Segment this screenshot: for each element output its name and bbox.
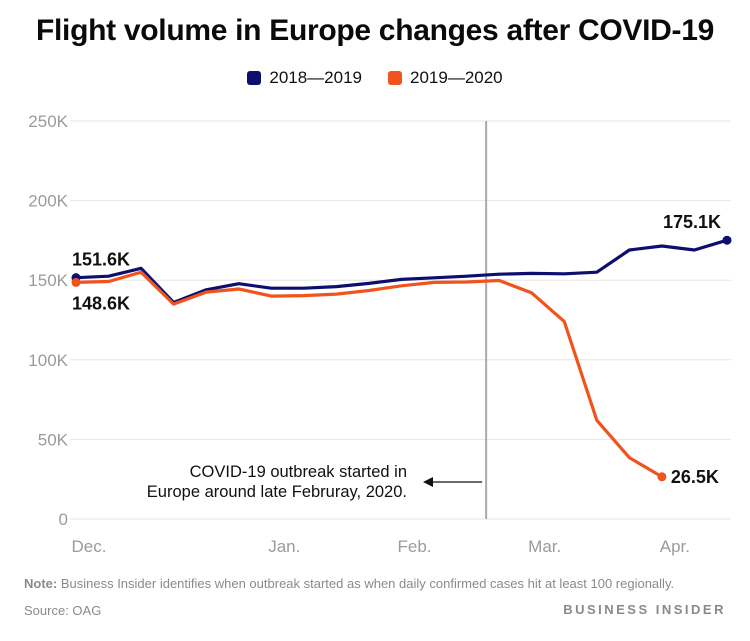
footnote-label: Note:	[24, 576, 58, 591]
legend: 2018—2019 2019—2020	[0, 68, 750, 88]
data-point-marker	[71, 277, 81, 287]
legend-label-2018-2019: 2018—2019	[269, 68, 362, 87]
y-tick-label: 150K	[28, 271, 68, 290]
data-label: 151.6K	[72, 250, 130, 270]
series-line-2018-2019	[74, 238, 729, 305]
annotation-arrow-head	[423, 477, 433, 487]
source-text: Source: OAG	[24, 603, 102, 618]
data-point-marker	[657, 472, 667, 482]
legend-swatch-2018-2019	[247, 71, 262, 85]
line-chart: 0 50K 100K 150K 200K 250K Dec. Jan. Feb. Mar. Apr.…	[28, 112, 732, 556]
brand-logo: BUSINESS INSIDER	[563, 602, 726, 617]
series-line-2019-2020	[74, 270, 664, 479]
x-tick-label: Apr.	[660, 537, 690, 556]
data-label: 26.5K	[671, 467, 719, 487]
legend-item-2019-2020: 2019—2020	[388, 68, 503, 88]
data-label: 175.1K	[663, 212, 721, 232]
data-point-marker	[722, 235, 732, 245]
data-label: 148.6K	[72, 293, 130, 313]
y-tick-label: 250K	[28, 112, 68, 131]
x-tick-label: Feb.	[397, 537, 431, 556]
y-tick-label: 100K	[28, 351, 68, 370]
x-tick-label: Jan.	[268, 537, 300, 556]
legend-item-2018-2019: 2018—2019	[247, 68, 362, 88]
footnote-text: Business Insider identifies when outbrea…	[57, 576, 675, 591]
y-tick-label: 0	[59, 510, 68, 529]
annotation-text: COVID-19 outbreak started in	[190, 463, 407, 481]
annotation-text: Europe around late Februray, 2020.	[147, 483, 407, 501]
y-tick-label: 50K	[38, 430, 69, 449]
footnote: Note: Business Insider identifies when o…	[24, 576, 674, 591]
y-tick-label: 200K	[28, 192, 68, 211]
x-tick-label: Dec.	[72, 537, 107, 556]
legend-swatch-2019-2020	[388, 71, 402, 85]
legend-label-2019-2020: 2019—2020	[410, 68, 503, 87]
x-tick-label: Mar.	[528, 537, 561, 556]
chart-title: Flight volume in Europe changes after CO…	[36, 14, 714, 47]
